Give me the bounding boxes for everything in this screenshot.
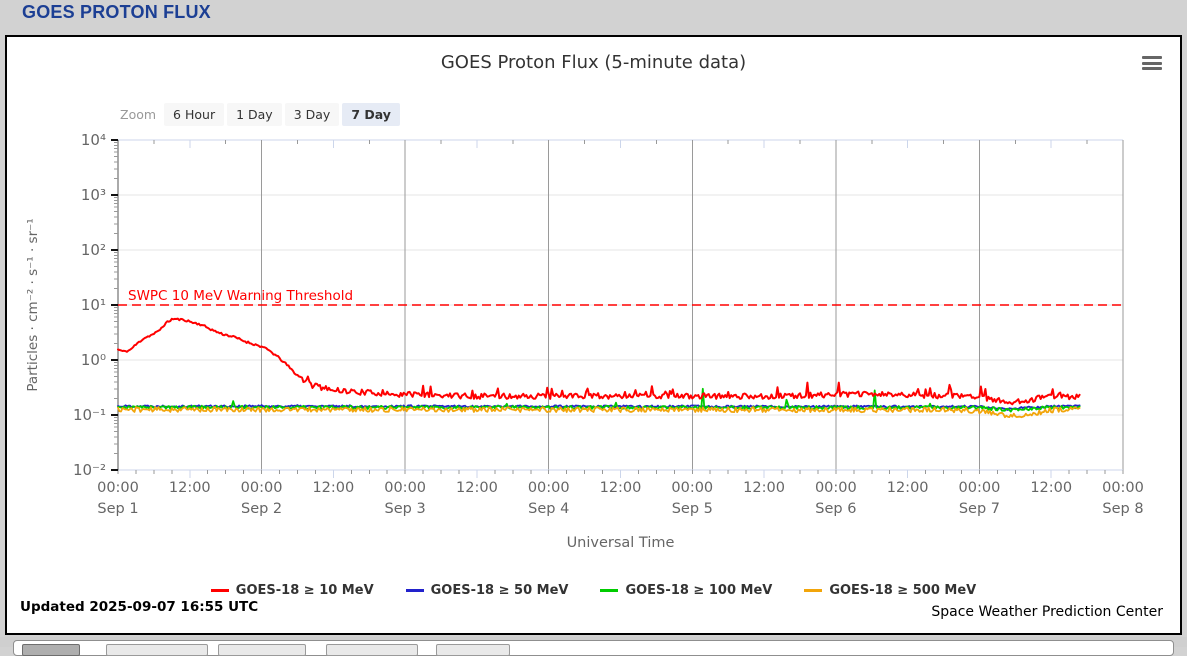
legend-color-dash xyxy=(600,589,619,592)
zoom-button-1day[interactable]: 1 Day xyxy=(227,103,282,126)
y-tick-label: 10⁻² xyxy=(73,461,106,479)
y-axis-title: Particles · cm⁻² · s⁻¹ · sr⁻¹ xyxy=(25,218,41,391)
bottom-toolbar-button-5[interactable] xyxy=(436,644,510,656)
x-tick-time-label: 12:00 xyxy=(887,480,929,496)
legend-color-dash xyxy=(405,589,424,592)
x-tick-time-label: 00:00 xyxy=(384,480,426,496)
x-tick-time-label: 00:00 xyxy=(1102,480,1144,496)
page-title: GOES PROTON FLUX xyxy=(22,2,211,22)
zoom-button-7day[interactable]: 7 Day xyxy=(342,103,400,126)
bottom-strip xyxy=(0,637,1187,656)
legend-item-4[interactable]: GOES-18 ≥ 500 MeV xyxy=(804,583,976,598)
y-tick-label: 10⁰ xyxy=(81,351,106,369)
bottom-toolbar-button-1[interactable] xyxy=(22,644,80,656)
x-tick-date-label: Sep 5 xyxy=(672,501,713,517)
x-tick-time-label: 00:00 xyxy=(97,480,139,496)
x-tick-date-label: Sep 7 xyxy=(959,501,1000,517)
hamburger-icon xyxy=(1142,67,1162,70)
legend-label: GOES-18 ≥ 10 MeV xyxy=(235,583,374,598)
y-tick-label: 10⁻¹ xyxy=(73,406,106,424)
zoom-range-selector: Zoom 6 Hour 1 Day 3 Day 7 Day xyxy=(120,103,403,126)
legend-item-2[interactable]: GOES-18 ≥ 50 MeV xyxy=(405,583,569,598)
x-tick-date-label: Sep 4 xyxy=(528,501,569,517)
zoom-button-6hour[interactable]: 6 Hour xyxy=(164,103,225,126)
x-tick-time-label: 00:00 xyxy=(815,480,857,496)
x-tick-time-label: 12:00 xyxy=(169,480,211,496)
legend-color-dash xyxy=(210,589,229,592)
x-tick-time-label: 00:00 xyxy=(528,480,570,496)
bottom-toolbar-button-2[interactable] xyxy=(106,644,208,656)
legend-label: GOES-18 ≥ 100 MeV xyxy=(625,583,773,598)
hamburger-icon xyxy=(1142,56,1162,59)
series-line-3 xyxy=(117,387,1081,413)
chart-panel: 10⁻² 10⁻¹ 10⁰ 10¹ 10² 10³ 10⁴ 00:00 Sep 1 12:00 00… xyxy=(5,35,1182,635)
series-line-4 xyxy=(117,406,1081,419)
legend-item-3[interactable]: GOES-18 ≥ 100 MeV xyxy=(600,583,772,598)
chart-title: GOES Proton Flux (5-minute data) xyxy=(440,52,747,73)
zoom-button-3day[interactable]: 3 Day xyxy=(284,103,340,126)
legend-label: GOES-18 ≥ 50 MeV xyxy=(430,583,569,598)
y-tick-label: 10² xyxy=(81,241,106,259)
source-credit: Space Weather Prediction Center xyxy=(931,604,1163,620)
x-tick-time-label: 12:00 xyxy=(600,480,642,496)
legend-item-1[interactable]: GOES-18 ≥ 10 MeV xyxy=(210,583,374,598)
x-tick-time-label: 00:00 xyxy=(671,480,713,496)
bottom-toolbar-button-3[interactable] xyxy=(218,644,306,656)
x-tick-date-label: Sep 8 xyxy=(1102,501,1143,517)
x-tick-time-label: 12:00 xyxy=(456,480,498,496)
chart-plot-area[interactable]: 10⁻² 10⁻¹ 10⁰ 10¹ 10² 10³ 10⁴ 00:00 Sep 1 12:00 00… xyxy=(7,37,1180,567)
legend-label: GOES-18 ≥ 500 MeV xyxy=(829,583,977,598)
x-tick-time-label: 00:00 xyxy=(959,480,1001,496)
chart-legend: GOES-18 ≥ 10 MeV GOES-18 ≥ 50 MeV GOES-18 … xyxy=(7,583,1180,598)
hamburger-icon xyxy=(1142,61,1162,65)
series-line-1 xyxy=(117,317,1081,406)
x-tick-date-label: Sep 2 xyxy=(241,501,282,517)
zoom-label: Zoom xyxy=(120,107,157,122)
y-tick-label: 10⁴ xyxy=(81,131,106,149)
y-tick-label: 10¹ xyxy=(81,296,106,314)
chart-menu-button[interactable] xyxy=(1142,55,1162,71)
x-tick-time-label: 12:00 xyxy=(1030,480,1072,496)
bottom-toolbar-button-4[interactable] xyxy=(326,644,418,656)
updated-timestamp: Updated 2025-09-07 16:55 UTC xyxy=(20,599,259,615)
legend-color-dash xyxy=(804,589,823,592)
x-tick-time-label: 12:00 xyxy=(312,480,354,496)
x-tick-date-label: Sep 6 xyxy=(815,501,856,517)
x-tick-date-label: Sep 3 xyxy=(385,501,426,517)
y-tick-label: 10³ xyxy=(81,186,106,204)
x-tick-date-label: Sep 1 xyxy=(97,501,138,517)
warning-threshold-label: SWPC 10 MeV Warning Threshold xyxy=(128,288,353,304)
x-tick-time-label: 12:00 xyxy=(743,480,785,496)
bottom-toolbar xyxy=(13,640,1174,656)
x-axis-title: Universal Time xyxy=(567,535,675,551)
x-tick-time-label: 00:00 xyxy=(241,480,283,496)
